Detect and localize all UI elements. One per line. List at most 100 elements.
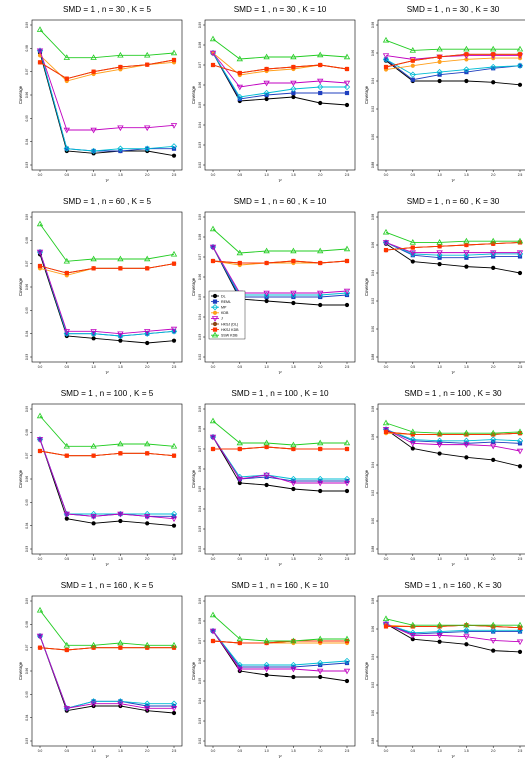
x-tick-label: 0.0 <box>384 749 389 753</box>
data-point-ssw-kdb <box>236 55 243 62</box>
data-point-ssw-kdb <box>463 237 470 244</box>
x-tick-label: 1.5 <box>464 557 469 561</box>
data-point-dl <box>171 523 177 528</box>
x-tick-label: 0.0 <box>211 749 216 753</box>
series-line-mp <box>39 50 175 152</box>
series-line-hksj-kdb <box>385 53 520 68</box>
data-point-ssw-kdb <box>36 606 44 613</box>
y-tick-label: 0.96 <box>371 242 375 248</box>
data-point-hksj-kdb <box>464 432 469 437</box>
data-point-j <box>117 701 124 708</box>
x-axis-label: τ² <box>452 562 456 567</box>
data-point-hksj-kdb <box>37 60 43 65</box>
data-point-reml <box>464 629 469 634</box>
data-point-mp <box>236 93 243 101</box>
data-point-ssw-kdb <box>236 635 243 642</box>
data-point-hksj-kdb <box>171 57 177 63</box>
legend-marker-hksj-kdb <box>212 327 218 332</box>
data-point-j <box>209 434 217 441</box>
data-point-hksj-kdb <box>91 69 96 74</box>
y-tick-label: 0.93 <box>198 334 202 340</box>
y-tick-label: 0.95 <box>198 102 202 108</box>
y-tick-label: 0.93 <box>25 354 29 360</box>
series-line-ssw-kdb <box>39 29 175 59</box>
x-axis-label: τ² <box>106 370 110 375</box>
x-tick-label: 2.5 <box>518 365 523 369</box>
data-point-hksj-kdb <box>145 645 150 650</box>
y-tick-label: 0.98 <box>371 22 375 28</box>
x-tick-label: 2.0 <box>318 173 323 177</box>
data-point-mp <box>490 63 497 71</box>
data-point-dl <box>291 94 296 100</box>
data-point-dl <box>344 302 350 308</box>
y-axis-label: Coverage <box>18 661 23 680</box>
data-point-reml <box>491 66 496 71</box>
data-point-dl <box>291 674 296 680</box>
x-tick-label: 0.0 <box>384 173 389 177</box>
y-tick-label: 0.93 <box>198 526 202 532</box>
y-tick-label: 0.94 <box>198 122 202 128</box>
y-tick-label: 0.96 <box>198 274 202 280</box>
series-line-j <box>385 428 521 452</box>
data-point-j <box>36 48 44 55</box>
data-point-mp <box>463 252 470 259</box>
series-line-hksj-kdb <box>385 431 521 435</box>
data-point-j <box>63 511 70 518</box>
data-point-ssw-kdb <box>236 249 243 256</box>
data-point-j <box>263 80 270 87</box>
y-tick-label: 0.90 <box>371 326 375 332</box>
chart-title: SMD = 1 , n = 160 , K = 30 <box>404 581 502 590</box>
chart-title: SMD = 1 , n = 160 , K = 10 <box>231 581 329 590</box>
data-point-mp <box>290 85 297 93</box>
data-point-ssw-kdb <box>343 53 351 60</box>
data-point-hksj-kdb <box>318 446 323 452</box>
data-point-mp <box>170 143 178 150</box>
chart-title: SMD = 1 , n = 60 , K = 10 <box>234 197 327 206</box>
chart-title: SMD = 1 , n = 30 , K = 30 <box>407 5 500 14</box>
y-tick-label: 0.97 <box>198 254 202 260</box>
series-line-j <box>212 436 347 484</box>
series-line-ssw-kdb <box>39 610 174 646</box>
data-point-dl <box>437 261 442 267</box>
y-axis-label: Coverage <box>18 277 23 296</box>
data-point-ssw-kdb <box>382 36 390 43</box>
series-line-j <box>212 246 348 294</box>
data-point-ssw-kdb <box>317 439 324 446</box>
x-tick-label: 1.0 <box>437 365 442 369</box>
data-point-dl <box>318 488 323 494</box>
series-line-ssw-kdb <box>385 39 520 51</box>
data-point-j <box>490 250 497 257</box>
data-point-j <box>317 480 324 487</box>
series-line-dl <box>385 243 521 274</box>
plot-frame <box>204 19 356 171</box>
y-tick-label: 0.97 <box>198 62 202 68</box>
data-point-ssw-kdb <box>63 257 70 264</box>
series-line-dl <box>385 623 521 653</box>
data-point-mp <box>117 145 124 152</box>
data-point-j <box>117 125 124 132</box>
data-point-ssw-kdb <box>490 621 497 628</box>
data-point-hksj-kdb <box>237 446 242 452</box>
series-line-kdb <box>212 52 348 76</box>
legend-label-dl: DL <box>221 294 226 298</box>
x-tick-label: 0.0 <box>384 365 389 369</box>
data-point-dl <box>437 78 442 84</box>
legend-label-ssw-kdb: SSW KDB <box>221 334 238 338</box>
data-point-j <box>436 442 443 449</box>
series-line-j <box>39 50 175 131</box>
x-tick-label: 2.0 <box>145 749 150 753</box>
data-point-dl <box>264 96 269 102</box>
y-tick-label: 0.98 <box>198 426 202 432</box>
y-tick-label: 0.95 <box>198 678 202 684</box>
x-tick-label: 0.5 <box>65 173 70 177</box>
plot-frame <box>377 19 525 171</box>
data-point-ssw-kdb <box>144 255 151 262</box>
data-point-mp <box>343 657 351 665</box>
data-point-dl <box>517 649 523 655</box>
x-tick-label: 2.0 <box>491 557 496 561</box>
data-point-ssw-kdb <box>516 237 524 244</box>
data-point-hksj-kdb <box>437 244 442 249</box>
x-tick-label: 0.5 <box>238 173 243 177</box>
x-tick-label: 1.0 <box>264 365 269 369</box>
data-point-ssw-kdb <box>170 641 178 648</box>
